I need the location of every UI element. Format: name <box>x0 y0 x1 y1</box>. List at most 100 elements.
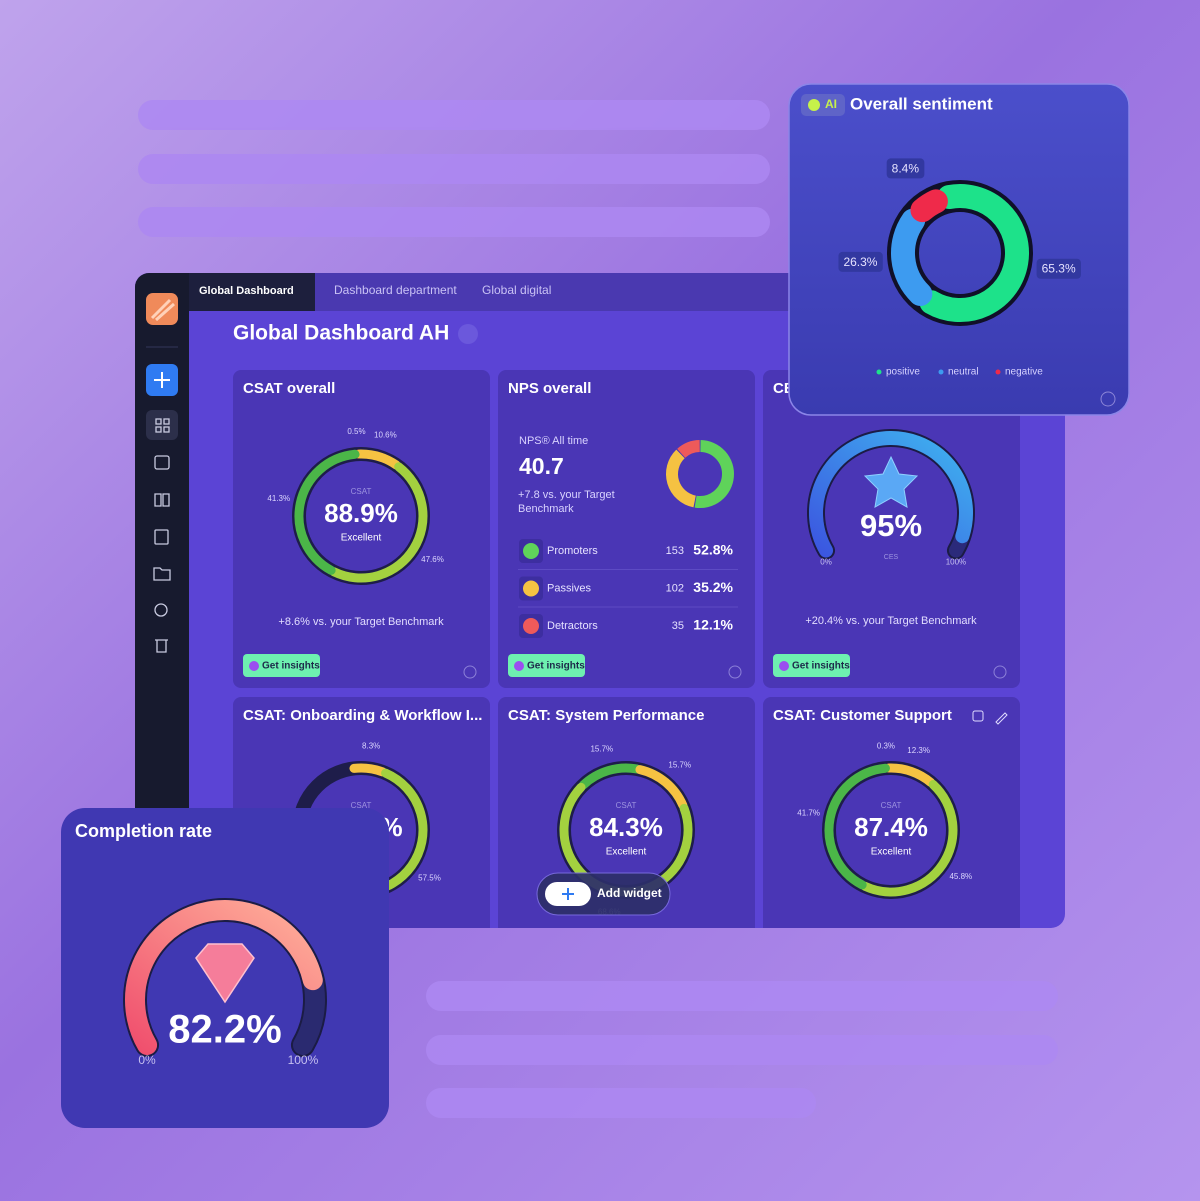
ai-badge <box>801 94 845 116</box>
segment-label: 45.8% <box>949 872 972 881</box>
add-widget[interactable]: Add widget <box>536 872 671 916</box>
nav-hidden[interactable] <box>154 603 168 617</box>
insights-icon <box>779 661 789 671</box>
insights-button[interactable] <box>508 654 585 677</box>
edit-icon[interactable] <box>995 712 1008 725</box>
card-bg <box>498 370 755 688</box>
widget-card: CSAT: System Performance15.7%15.7%68.6%C… <box>498 697 755 928</box>
widget-card: CSAT overall 0.5% 10.6% 47.6% 41.3% CSAT 88.9%… <box>233 370 490 688</box>
insights-label[interactable]: Get insights <box>527 661 585 672</box>
donut-segment <box>824 763 890 890</box>
row-count: 153 <box>666 545 684 557</box>
legend-label: neutral <box>948 367 979 378</box>
row-icon <box>523 580 539 597</box>
nav-contacts[interactable] <box>154 529 169 545</box>
tab[interactable]: Global digital <box>482 283 551 297</box>
star-icon <box>863 455 919 508</box>
widget-title: CSAT: System Performance <box>508 707 704 724</box>
donut-segment <box>349 763 388 777</box>
metric-rating: Excellent <box>606 847 647 858</box>
nav-surveys[interactable] <box>154 455 170 470</box>
info-icon <box>463 665 477 679</box>
segment-label: 15.7% <box>590 745 613 754</box>
metric-value: 87.4% <box>854 812 928 842</box>
completion-card: Completion rate 82.2% 0% 100% <box>61 808 389 1128</box>
nps-segment <box>666 449 697 508</box>
legend-swatch <box>995 369 1001 375</box>
gauge-scale-label: 100% <box>288 1053 319 1067</box>
segment-label: 65.3% <box>1042 262 1076 276</box>
nav-trash[interactable] <box>155 639 168 653</box>
metric-rating: Excellent <box>341 533 382 544</box>
placeholder-lines <box>138 100 1058 1118</box>
nps-benchmark-box: +7.8 vs. your Target Benchmark <box>518 489 615 515</box>
donut-segment <box>355 449 401 470</box>
legend-swatch <box>938 369 944 375</box>
metric-value: 88.9% <box>324 498 398 528</box>
gauge-scale-label: 0% <box>138 1053 156 1067</box>
segment-label: 8.3% <box>362 742 380 751</box>
diamond-icon <box>195 943 255 1004</box>
completion-title: Completion rate <box>75 821 212 841</box>
segment-label: 0.3% <box>877 741 895 750</box>
nps-period: NPS® All time <box>519 435 588 447</box>
donut-segment <box>891 208 933 306</box>
label-pill <box>1036 258 1081 279</box>
donut-segment <box>635 765 688 810</box>
card-bg <box>788 83 1130 416</box>
row-count: 102 <box>666 582 684 594</box>
metric-value: 84.3% <box>589 812 663 842</box>
info-icon <box>728 665 742 679</box>
donut-segment <box>578 763 642 790</box>
metric-name: CSAT <box>881 801 902 810</box>
metric-rating: Excellent <box>871 847 912 858</box>
insights-button[interactable] <box>243 654 320 677</box>
nav-dashboards[interactable] <box>146 410 178 440</box>
card-bg <box>763 370 1020 688</box>
donut-segment <box>294 449 360 575</box>
tab[interactable]: Global Dashboard <box>199 285 294 297</box>
donut-segment <box>910 189 948 223</box>
ai-badge-label: AI <box>825 97 837 111</box>
insights-label[interactable]: Get insights <box>792 661 850 672</box>
nav-files[interactable] <box>153 567 171 581</box>
gauge-fill <box>125 900 323 1055</box>
widget-card: CSAT: Customer Support 0.3% 12.3% 45.8% 41.7… <box>763 697 1020 928</box>
donut-segment <box>860 780 958 897</box>
row-label: Detractors <box>547 620 598 632</box>
legend-swatch <box>876 369 882 375</box>
title-menu[interactable] <box>458 324 478 344</box>
row-share: 52.8% <box>693 542 733 558</box>
card-bg <box>498 697 755 928</box>
nps-score: 40.7 <box>519 453 564 479</box>
nps-segment <box>677 440 701 458</box>
tab[interactable]: Dashboard department <box>334 283 457 297</box>
gauge-fill <box>809 431 973 558</box>
widget-title: CSAT overall <box>243 380 335 397</box>
card-bg <box>233 370 490 688</box>
duplicate-icon[interactable] <box>972 710 984 722</box>
insights-button[interactable] <box>773 654 850 677</box>
nav-library[interactable] <box>154 493 170 507</box>
gauge-value: 82.2% <box>168 1008 281 1052</box>
benchmark: +20.4% vs. your Target Benchmark <box>805 615 977 627</box>
nps-segment <box>694 440 734 508</box>
metric-name: CES <box>884 554 899 561</box>
metric-name: CSAT <box>351 487 372 496</box>
gauge-value: 95% <box>860 508 922 543</box>
segment-label: 10.6% <box>374 431 397 440</box>
donut-segment <box>884 763 936 787</box>
metric-name: CSAT <box>616 801 637 810</box>
dashboard-title: Global Dashboard AH <box>233 322 449 345</box>
legend-label: positive <box>886 367 920 378</box>
gauge-scale-label: 100% <box>946 558 966 567</box>
add-widget-label[interactable]: Add widget <box>597 886 662 900</box>
insights-label[interactable]: Get insights <box>262 661 320 672</box>
insights-icon <box>249 661 259 671</box>
label-pill <box>838 251 883 272</box>
add-widget-plus <box>562 888 574 900</box>
segment-label: 26.3% <box>843 255 877 269</box>
row-icon <box>523 543 539 559</box>
